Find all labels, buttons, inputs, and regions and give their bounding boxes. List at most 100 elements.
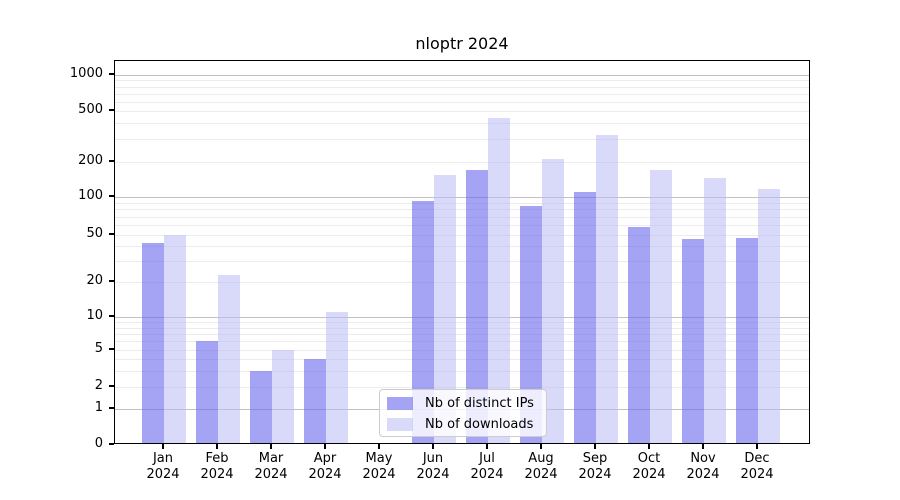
legend-swatch-distinct-ips: [387, 397, 413, 410]
y-tick-mark: [109, 315, 114, 317]
gridline-minor: [115, 333, 809, 335]
x-tick-label: Oct 2024: [632, 451, 666, 482]
bar-distinct-ips: [574, 192, 596, 443]
bar-distinct-ips: [628, 226, 650, 443]
y-tick-mark: [109, 233, 114, 235]
gridline-major: [115, 197, 809, 198]
gridline-minor: [115, 123, 809, 125]
bar-downloads: [326, 312, 348, 443]
gridline-minor: [115, 327, 809, 329]
bar-downloads: [704, 178, 726, 443]
x-tick-mark: [540, 444, 542, 449]
plot-area: [114, 60, 810, 444]
y-tick-label: 5: [94, 341, 103, 356]
bar-downloads: [218, 274, 240, 443]
y-tick-mark: [109, 407, 114, 409]
bar-downloads: [434, 174, 456, 443]
x-tick-mark: [378, 444, 380, 449]
gridline-minor: [115, 86, 809, 88]
x-tick-label: May 2024: [362, 451, 396, 482]
gridline-minor: [115, 282, 809, 283]
gridline-minor: [115, 93, 809, 95]
legend-item-distinct-ips: Nb of distinct IPs: [380, 393, 546, 414]
bar-distinct-ips: [142, 242, 164, 443]
bar-downloads: [650, 170, 672, 443]
x-tick-label: Aug 2024: [524, 451, 558, 482]
x-tick-mark: [216, 444, 218, 449]
gridline-minor: [115, 202, 809, 204]
gridline-minor: [115, 370, 809, 372]
gridline-minor: [115, 101, 809, 103]
x-tick-label: Jul 2024: [470, 451, 504, 482]
gridline-minor: [115, 209, 809, 211]
x-tick-mark: [648, 444, 650, 449]
bar-downloads: [758, 188, 780, 443]
legend: Nb of distinct IPs Nb of downloads: [379, 389, 547, 437]
y-tick-mark: [109, 195, 114, 197]
y-tick-label: 50: [86, 226, 103, 241]
x-tick-label: Nov 2024: [686, 451, 720, 482]
x-tick-mark: [162, 444, 164, 449]
x-tick-mark: [324, 444, 326, 449]
x-tick-label: Jun 2024: [416, 451, 450, 482]
bar-distinct-ips: [196, 341, 218, 443]
y-tick-label: 0: [94, 436, 103, 451]
bar-distinct-ips: [304, 359, 326, 443]
gridline-minor: [115, 235, 809, 236]
chart-title: nloptr 2024: [415, 34, 509, 53]
y-tick-mark: [109, 348, 114, 350]
gridline-minor: [115, 111, 809, 112]
x-tick-mark: [486, 444, 488, 449]
gridline-minor: [115, 261, 809, 263]
gridline-minor: [115, 350, 809, 351]
y-tick-mark: [109, 385, 114, 387]
legend-item-downloads: Nb of downloads: [380, 414, 546, 435]
gridline-minor: [115, 80, 809, 82]
y-tick-label: 1: [94, 400, 103, 415]
bar-distinct-ips: [412, 200, 434, 443]
x-tick-label: Jan 2024: [146, 451, 180, 482]
y-tick-mark: [109, 109, 114, 111]
legend-label-downloads: Nb of downloads: [425, 416, 534, 432]
bar-downloads: [488, 118, 510, 443]
y-tick-mark: [109, 443, 114, 445]
x-tick-label: Mar 2024: [254, 451, 288, 482]
y-tick-label: 10: [86, 308, 103, 323]
bar-downloads: [542, 159, 564, 443]
x-tick-mark: [270, 444, 272, 449]
gridline-minor: [115, 341, 809, 343]
bar-distinct-ips: [466, 170, 488, 443]
gridline-minor: [115, 139, 809, 141]
bar-distinct-ips: [520, 205, 542, 443]
bar-downloads: [596, 134, 618, 443]
x-tick-label: Dec 2024: [740, 451, 774, 482]
legend-label-distinct-ips: Nb of distinct IPs: [425, 395, 534, 411]
bar-distinct-ips: [736, 238, 758, 443]
y-tick-label: 2: [94, 378, 103, 393]
y-tick-label: 200: [78, 153, 103, 168]
x-tick-mark: [756, 444, 758, 449]
gridline-minor: [115, 216, 809, 218]
gridline-minor: [115, 225, 809, 226]
y-tick-label: 100: [78, 188, 103, 203]
x-tick-mark: [594, 444, 596, 449]
y-tick-label: 1000: [69, 66, 103, 81]
y-tick-label: 20: [86, 273, 103, 288]
gridline-minor: [115, 162, 809, 163]
gridline-minor: [115, 246, 809, 248]
y-tick-mark: [109, 160, 114, 162]
bar-downloads: [272, 350, 294, 443]
gridline-minor: [115, 387, 809, 388]
legend-swatch-downloads: [387, 418, 413, 431]
bar-distinct-ips: [250, 370, 272, 443]
gridline-minor: [115, 359, 809, 360]
bar-downloads: [164, 235, 186, 443]
gridline-major: [115, 75, 809, 76]
x-tick-mark: [702, 444, 704, 449]
x-tick-label: Apr 2024: [308, 451, 342, 482]
x-tick-label: Feb 2024: [200, 451, 234, 482]
x-tick-label: Sep 2024: [578, 451, 612, 482]
gridline-major: [115, 317, 809, 318]
gridline-minor: [115, 322, 809, 324]
y-tick-label: 500: [78, 102, 103, 117]
